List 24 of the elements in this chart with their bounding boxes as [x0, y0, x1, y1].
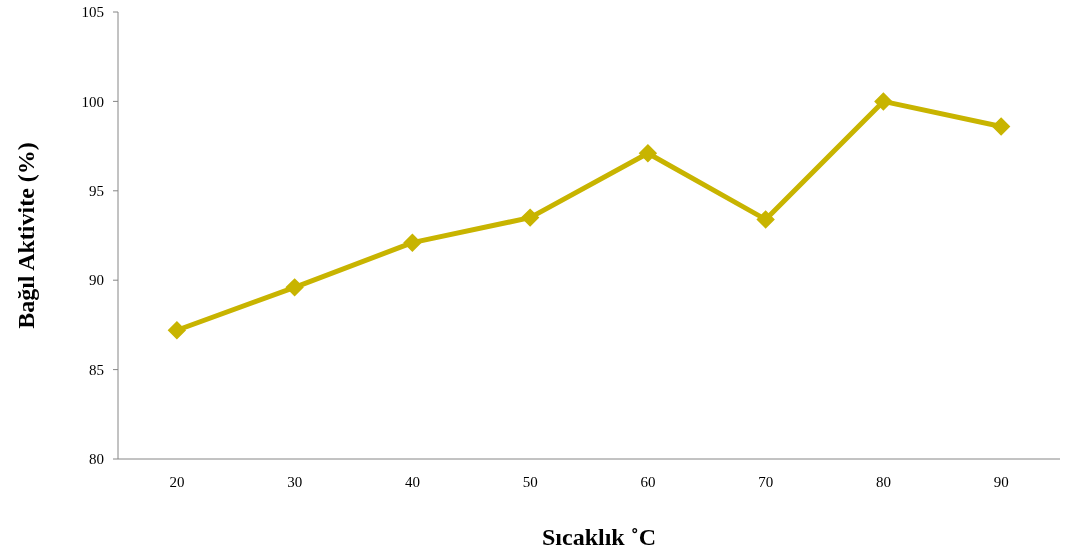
y-tick-label: 90 — [89, 272, 104, 289]
x-tick-label: 60 — [640, 474, 656, 490]
x-tick-label: 20 — [169, 474, 185, 490]
x-tick-label: 50 — [522, 474, 538, 490]
point — [992, 117, 1011, 136]
x-tick-label: 90 — [993, 474, 1009, 490]
y-tick-label: 95 — [89, 183, 104, 200]
x-tick-label: 70 — [758, 474, 774, 490]
point — [638, 144, 657, 163]
point — [874, 92, 893, 111]
point — [521, 208, 540, 227]
x-tick-label: 30 — [287, 474, 303, 490]
y-tick-label: 85 — [89, 361, 104, 378]
y-tick-label: 100 — [81, 93, 104, 110]
y-tick-label: 105 — [81, 4, 104, 21]
x-tick-label: 40 — [404, 474, 420, 490]
point — [285, 278, 304, 297]
y-tick-label: 80 — [89, 451, 104, 468]
y-axis-title: Bağıl Aktivite (%) — [13, 142, 39, 329]
x-axis-title: Sıcaklık ˚C — [541, 524, 657, 550]
x-tick-label: 80 — [875, 474, 891, 490]
point — [167, 321, 186, 340]
point — [756, 210, 775, 229]
point — [403, 233, 422, 252]
